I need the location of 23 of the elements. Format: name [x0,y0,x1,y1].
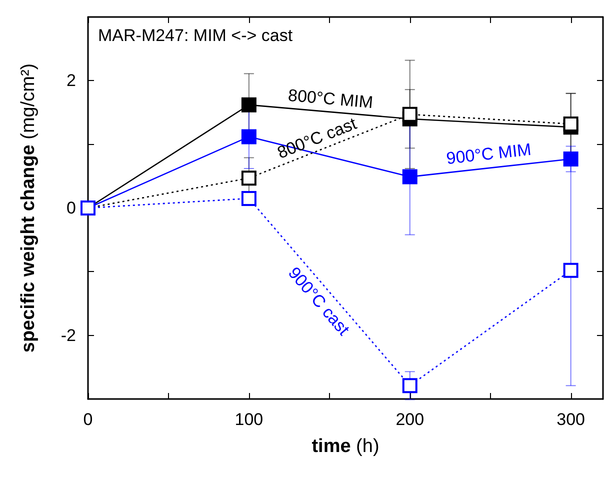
y-axis-title: specific weight change (mg/cm²) [18,63,39,353]
y-tick-label: -2 [60,326,76,345]
text: 800°C cast [274,114,360,162]
x-tick-label: 300 [556,410,585,429]
series-label: 800°C MIM [287,86,374,112]
point [402,106,418,122]
point [402,169,418,184]
x-tick-label: 200 [396,410,424,429]
text: MAR-M247: MIM <-> cast [98,26,293,45]
point [402,378,418,394]
text: 900°C MIM [445,140,532,168]
point [563,262,578,278]
point [241,129,256,144]
y-tick-label: 2 [66,71,76,90]
x-axis-title: time (h) [312,436,380,457]
point [241,97,256,112]
x-tick-label: 0 [83,410,93,429]
point [241,190,256,206]
point [241,170,256,186]
x-tick-label: 100 [234,410,264,429]
y-tick-label: 0 [66,198,76,218]
point [563,116,578,132]
point [563,151,578,166]
